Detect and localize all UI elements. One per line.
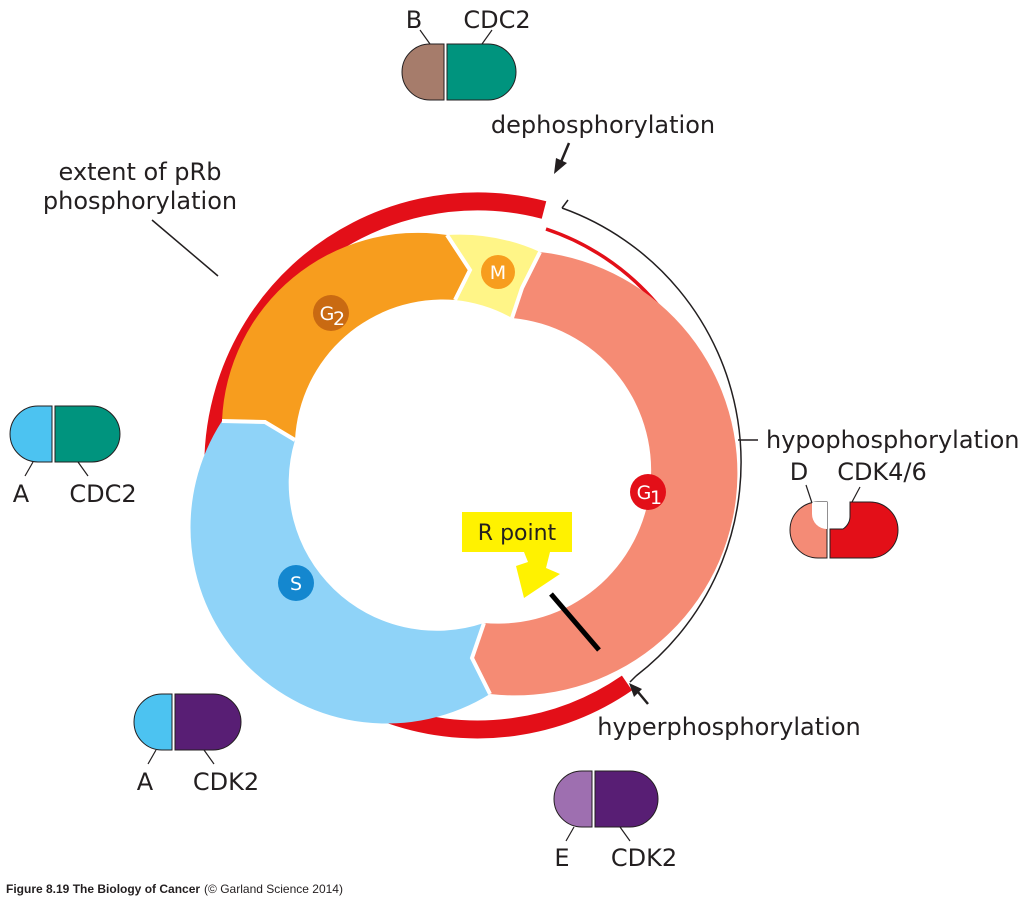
svg-text:phosphorylation: phosphorylation [43, 187, 237, 215]
svg-text:CDK2: CDK2 [193, 768, 259, 796]
svg-text:R point: R point [478, 521, 557, 546]
g2-phase-segment [222, 232, 470, 440]
svg-text:A: A [137, 768, 154, 796]
phase-separator [469, 622, 492, 695]
phase-separator [221, 419, 297, 442]
svg-text:M: M [490, 262, 506, 284]
svg-text:dephosphorylation: dephosphorylation [491, 111, 715, 139]
s-phase-badge: S [278, 565, 314, 601]
svg-text:2: 2 [333, 308, 345, 330]
svg-text:CDC2: CDC2 [463, 6, 530, 34]
svg-text:hypophosphorylation: hypophosphorylation [766, 426, 1020, 454]
svg-text:G: G [637, 482, 652, 504]
figure-caption: Figure 8.19 The Biology of Cancer (© Garl… [6, 882, 343, 896]
svg-text:G: G [320, 303, 335, 325]
svg-text:hyperphosphorylation: hyperphosphorylation [597, 713, 860, 741]
g1-phase-badge: G 1 [630, 474, 666, 510]
r-point-callout: R point [462, 512, 572, 598]
complex-e-cdk2: E CDK2 [553, 770, 677, 872]
dephosphorylation-label: dephosphorylation [491, 111, 715, 174]
svg-text:CDK4/6: CDK4/6 [837, 458, 927, 486]
svg-text:B: B [406, 6, 422, 34]
svg-text:CDC2: CDC2 [69, 480, 136, 508]
complex-d-cdk46: D CDK4/6 [789, 458, 927, 559]
complex-a-cdc2: A CDC2 [9, 405, 137, 508]
m-phase-badge: M [481, 255, 515, 289]
g2-phase-badge: G 2 [313, 295, 349, 331]
svg-text:E: E [554, 844, 569, 872]
phase-separator [445, 233, 473, 301]
svg-text:S: S [290, 573, 302, 595]
svg-text:A: A [13, 480, 30, 508]
svg-text:D: D [790, 458, 808, 486]
svg-text:CDK2: CDK2 [611, 844, 677, 872]
hypophosphorylation-label: hypophosphorylation [561, 199, 1020, 683]
s-phase-segment [190, 421, 490, 724]
hyperphosphorylation-label: hyperphosphorylation [597, 683, 861, 741]
svg-text:extent of pRb: extent of pRb [59, 158, 222, 186]
extent-of-prb-label: extent of pRb phosphorylation [43, 158, 237, 277]
g1-phase-segment [472, 252, 738, 696]
svg-text:1: 1 [650, 487, 662, 509]
r-point-marker [549, 592, 601, 652]
phase-separator [510, 251, 542, 319]
complex-b-cdc2: B CDC2 [401, 6, 531, 101]
complex-a-cdk2: A CDK2 [133, 693, 259, 796]
svg-text:Figure 8.19 The Biology of Can: Figure 8.19 The Biology of Cancer (© Garl… [6, 882, 343, 896]
